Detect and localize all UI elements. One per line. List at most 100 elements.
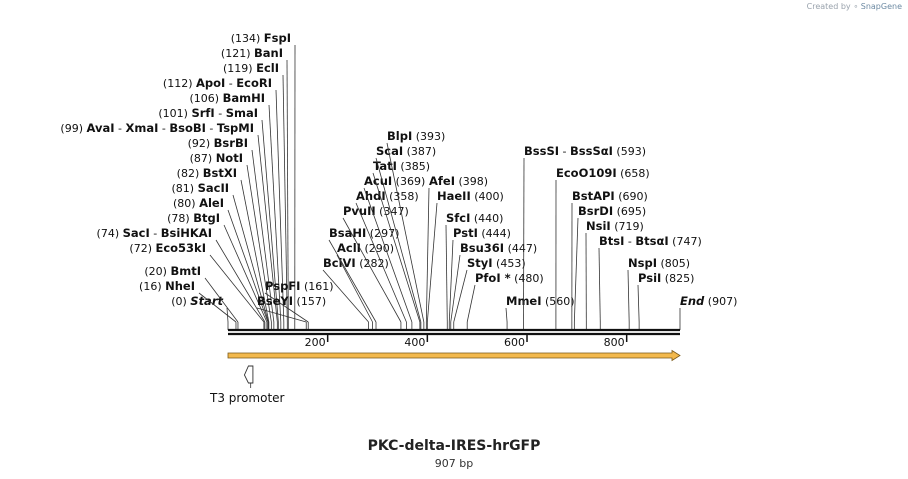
site-label: (74) SacI - BsiHKAI <box>97 226 212 240</box>
enzyme-name: SacII <box>198 181 229 195</box>
site-label: AhdI (358) <box>356 189 419 203</box>
enzyme-name: PspFI <box>265 279 300 293</box>
site-label: EcoO109I (658) <box>556 166 650 180</box>
enzyme-name: SfcI <box>446 211 470 225</box>
enzyme-name: XmaI <box>125 121 158 135</box>
enzyme-name: BsrBI <box>214 136 248 150</box>
site-label: BtsI - BtsαI (747) <box>599 234 702 248</box>
site-leader <box>386 142 425 323</box>
site-position: (112) <box>163 77 196 90</box>
site-position: (747) <box>669 235 702 248</box>
site-leader <box>342 217 402 323</box>
enzyme-name: PfoI * <box>475 271 511 285</box>
site-leader <box>251 149 275 323</box>
enzyme-name: BsaHI <box>329 226 366 240</box>
site-label: PstI (444) <box>453 226 511 240</box>
site-label: End (907) <box>680 294 737 308</box>
credit-brand: SnapGene <box>860 2 902 11</box>
site-leader <box>256 307 307 323</box>
site-leader <box>240 179 270 323</box>
site-label: BstAPI (690) <box>572 189 648 203</box>
enzyme-name: SacI <box>123 226 150 240</box>
site-label: SfcI (440) <box>446 211 503 225</box>
enzyme-name: BssSαI <box>570 144 613 158</box>
site-leader <box>363 187 413 323</box>
site-position: (447) <box>504 242 537 255</box>
site-leader <box>232 194 269 323</box>
site-position: (805) <box>657 257 690 270</box>
site-label: MmeI (560) <box>506 294 575 308</box>
site-leader <box>450 254 461 323</box>
site-position: (16) <box>139 280 165 293</box>
enzyme-name: AhdI <box>356 189 386 203</box>
site-label: BssSI - BssSαI (593) <box>524 144 646 158</box>
site-position: (78) <box>167 212 193 225</box>
site-leader <box>268 104 282 323</box>
site-position: (385) <box>397 160 430 173</box>
enzyme-name: BsrDI <box>578 204 613 218</box>
site-label: BsaHI (297) <box>329 226 399 240</box>
site-label: (78) BtgI <box>167 211 220 225</box>
site-leader <box>215 239 266 323</box>
enzyme-name: NotI <box>216 151 243 165</box>
enzyme-name: ApoI <box>196 76 225 90</box>
site-leader <box>204 277 239 323</box>
enzyme-name: BciVI <box>323 256 356 270</box>
site-label: AclI (290) <box>337 241 394 255</box>
axis-tick-label: 600 <box>504 336 525 349</box>
site-leader <box>355 202 407 323</box>
site-leader <box>448 239 454 323</box>
site-position: (119) <box>223 62 256 75</box>
site-leader <box>453 269 468 323</box>
site-position: (440) <box>470 212 503 225</box>
enzyme-name: ScaI <box>376 144 403 158</box>
site-label: (16) NheI <box>139 279 195 293</box>
site-leader <box>336 254 373 323</box>
site-leader <box>627 269 630 323</box>
site-leader <box>198 292 237 323</box>
site-position: (480) <box>511 272 544 285</box>
site-leader <box>466 284 476 323</box>
site-leader <box>257 134 278 323</box>
site-label: PvuII (347) <box>343 204 409 218</box>
enzyme-name: Start <box>190 294 223 308</box>
enzyme-name: TspMI <box>217 121 254 135</box>
enzyme-name: BsiHKAI <box>161 226 212 240</box>
site-position: (82) <box>177 167 203 180</box>
site-position: (80) <box>173 197 199 210</box>
enzyme-name: HaeII <box>437 189 471 203</box>
site-label: TatI (385) <box>373 159 430 173</box>
site-position: (106) <box>190 92 223 105</box>
enzyme-name: BmtI <box>170 264 201 278</box>
site-position: (387) <box>403 145 436 158</box>
site-leader <box>223 224 268 323</box>
enzyme-name: FspI <box>264 31 291 45</box>
enzyme-name: BssSI <box>524 144 559 158</box>
credit-prefix: Created by <box>806 2 851 11</box>
site-label: (82) BstXI <box>177 166 237 180</box>
site-position: (161) <box>300 280 333 293</box>
site-leader <box>445 224 448 323</box>
site-position: (719) <box>611 220 644 233</box>
site-position: (290) <box>361 242 394 255</box>
enzyme-name: BseYI <box>257 294 293 308</box>
site-label: (20) BmtI <box>144 264 201 278</box>
axis-tick-label: 800 <box>604 336 625 349</box>
snapgene-credit: Created by ∘ SnapGene <box>807 2 902 11</box>
site-label: ScaI (387) <box>376 144 436 158</box>
site-position: (593) <box>613 145 646 158</box>
site-label: (99) AvaI - XmaI - BsoBI - TspMI <box>60 121 254 135</box>
site-label: (119) EclI <box>223 61 279 75</box>
site-leader <box>637 284 640 323</box>
enzyme-name: BtgI <box>193 211 220 225</box>
site-leader <box>246 164 272 323</box>
enzyme-name: BstXI <box>203 166 237 180</box>
site-position: (72) <box>129 242 155 255</box>
site-position: (99) <box>60 122 86 135</box>
site-leader <box>282 74 288 323</box>
site-leader <box>375 157 422 323</box>
site-label: PspFI (161) <box>265 279 334 293</box>
enzyme-name: NspI <box>628 256 657 270</box>
enzyme-name: BamHI <box>223 91 265 105</box>
